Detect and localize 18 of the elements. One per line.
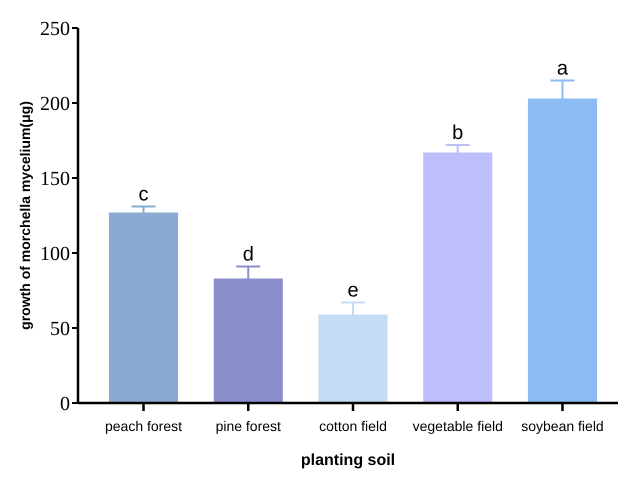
annotation: c <box>138 184 149 206</box>
x-tick-label: pine forest <box>216 418 282 434</box>
x-tick-label: cotton field <box>319 418 387 434</box>
y-tick-label: 200 <box>40 93 70 115</box>
y-tick-label: 250 <box>40 18 70 40</box>
y-tick-label: 0 <box>60 393 70 415</box>
y-tick-label: 100 <box>40 243 70 265</box>
x-tick-label: soybean field <box>521 418 604 434</box>
y-tick-label: 150 <box>40 168 70 190</box>
annotation: a <box>556 58 569 80</box>
y-axis-title: growth of morchella mycelium(μg) <box>17 101 33 330</box>
y-tick-label: 50 <box>50 318 70 340</box>
annotation: b <box>452 122 464 144</box>
x-tick-label: vegetable field <box>412 418 503 434</box>
annotation: d <box>242 244 254 266</box>
x-tick-label: peach forest <box>104 418 182 434</box>
annotation: e <box>347 280 359 302</box>
x-axis-title: planting soil <box>300 452 396 469</box>
